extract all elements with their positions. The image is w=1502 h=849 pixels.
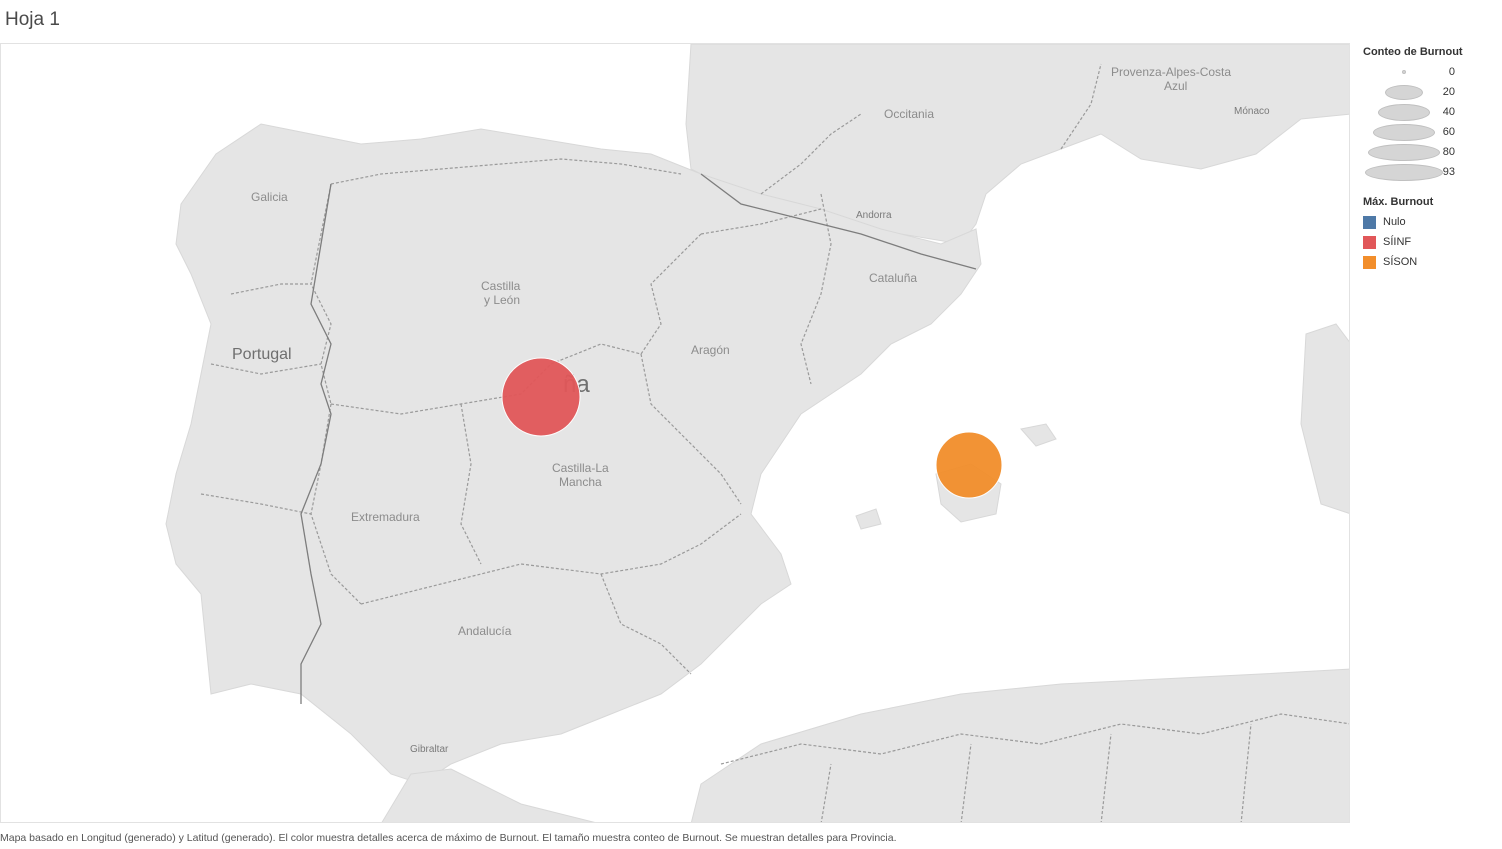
label-portugal: Portugal [232,346,292,363]
label-occitania: Occitania [884,107,934,121]
label-castilla-leon-2: y León [484,293,520,307]
label-aragon: Aragón [691,343,730,357]
color-legend-label: SÍSON [1383,256,1418,268]
color-legend-title: Máx. Burnout [1363,196,1434,208]
size-legend-row[interactable]: 93 [1363,162,1493,182]
map-labels: Provenza-Alpes-Costa Azul Mónaco Occitan… [232,65,1270,755]
land [165,44,1349,822]
label-provenza: Provenza-Alpes-Costa [1111,65,1231,79]
color-legend-item-sison[interactable]: SÍSON [1363,252,1493,272]
map-caption: Mapa basado en Longitud (generado) y Lat… [0,832,897,844]
size-legend-value: 40 [1442,106,1455,118]
size-legend-value: 80 [1442,146,1455,158]
size-swatch [1385,85,1423,100]
country-borders [300,173,977,704]
size-swatch [1402,70,1406,74]
size-swatch [1368,144,1440,161]
madrid-mark[interactable] [501,357,581,437]
label-andalucia: Andalucía [458,624,512,638]
label-gibraltar: Gibraltar [410,744,449,755]
size-legend-row[interactable]: 0 [1363,62,1493,82]
sheet-title: Hoja 1 [5,9,60,30]
label-castilla-mancha-1: Castilla-La [552,461,609,475]
size-legend-value: 20 [1442,86,1455,98]
color-legend-item-siinf[interactable]: SÍINF [1363,232,1493,252]
label-castilla-leon-1: Castilla [481,279,521,293]
map-canvas[interactable]: Provenza-Alpes-Costa Azul Mónaco Occitan… [1,44,1350,823]
label-castilla-mancha-2: Mancha [559,475,602,489]
label-galicia: Galicia [251,190,288,204]
size-legend-row[interactable]: 60 [1363,122,1493,142]
size-swatch [1373,124,1435,141]
label-extremadura: Extremadura [351,510,420,524]
color-legend-item-nulo[interactable]: Nulo [1363,212,1493,232]
color-legend-label: Nulo [1383,216,1406,228]
size-legend-value: 93 [1442,166,1455,178]
size-legend-value: 60 [1442,126,1455,138]
color-legend-label: SÍINF [1383,236,1412,248]
size-swatch [1378,104,1430,121]
size-legend-title: Conteo de Burnout [1363,46,1463,58]
color-swatch [1363,255,1376,269]
color-swatch [1363,215,1376,229]
label-andorra: Andorra [856,210,892,221]
size-legend: 0 20 40 60 80 93 [1363,62,1493,182]
region-borders [200,63,1349,822]
map-view[interactable]: Provenza-Alpes-Costa Azul Mónaco Occitan… [0,43,1350,823]
color-swatch [1363,235,1376,249]
baleares-mark[interactable] [935,431,1003,499]
data-marks [501,357,1003,499]
label-cataluna: Cataluña [869,271,917,285]
size-legend-row[interactable]: 40 [1363,102,1493,122]
legend-panel: Conteo de Burnout 0 20 40 60 80 93 Máx. … [1363,46,1493,272]
label-provenza-2: Azul [1164,79,1187,93]
size-legend-value: 0 [1448,66,1455,78]
label-monaco: Mónaco [1234,106,1270,117]
size-swatch [1365,164,1443,181]
color-legend: Máx. Burnout Nulo SÍINF SÍSON [1363,196,1493,272]
size-legend-row[interactable]: 20 [1363,82,1493,102]
size-legend-row[interactable]: 80 [1363,142,1493,162]
